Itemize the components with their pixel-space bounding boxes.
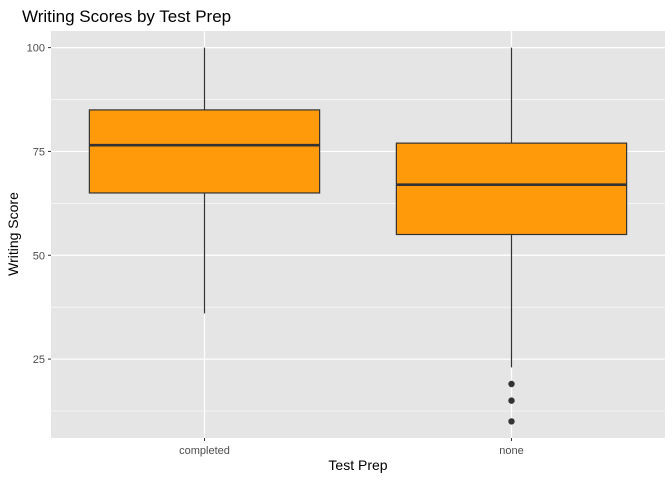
box-iqr [395, 142, 628, 236]
box-none [395, 47, 628, 425]
outlier-point [508, 380, 515, 388]
x-tick-label: completed [179, 445, 230, 457]
outlier-point [508, 418, 515, 425]
box-series [88, 47, 628, 425]
box-completed [88, 47, 321, 314]
y-tick-label: 75 [33, 146, 45, 158]
y-tick-label: 100 [27, 43, 45, 55]
box-iqr [88, 109, 321, 194]
y-tick-label: 25 [33, 354, 45, 366]
y-axis: 25 50 75 100 [27, 43, 51, 366]
outlier-point [508, 397, 515, 404]
chart-title: Writing Scores by Test Prep [22, 7, 231, 26]
x-axis-title: Test Prep [328, 457, 387, 473]
y-tick-label: 50 [33, 250, 45, 262]
y-axis-title: Writing Score [5, 192, 21, 276]
x-axis: completed none [179, 438, 524, 457]
x-tick-label: none [499, 445, 523, 457]
